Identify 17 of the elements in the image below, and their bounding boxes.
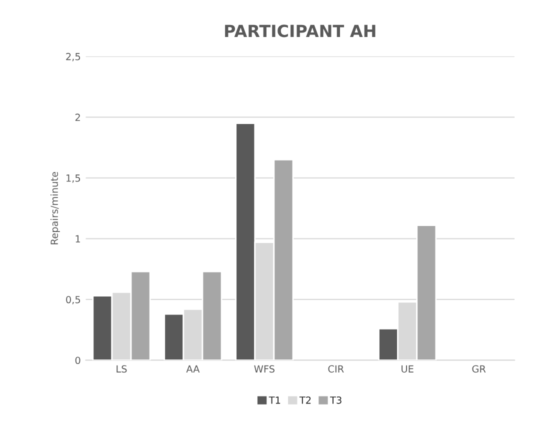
y-tick-label: 1	[76, 235, 80, 242]
x-tick-label: CIR	[328, 365, 344, 373]
x-tick-label: UE	[402, 365, 414, 373]
x-tick-label: WFS	[254, 365, 274, 373]
y-tick-label: 2,5	[66, 52, 80, 62]
x-tick-label: GR	[472, 365, 486, 373]
y-tick-label: 1,5	[66, 174, 80, 183]
y-tick-label: 0,5	[66, 296, 80, 304]
y-axis-title: Repairs/minute	[50, 172, 60, 244]
y-tick-label: 2	[75, 114, 80, 121]
chart-title: PARTICIPANT AH	[225, 24, 376, 38]
x-tick-label: LS	[116, 365, 127, 373]
legend-label: T3	[330, 396, 342, 404]
legend-label: T1	[268, 396, 280, 404]
y-tick-label: 0	[75, 356, 80, 364]
legend-label: T2	[299, 396, 311, 404]
x-tick-label: AA	[186, 365, 200, 372]
